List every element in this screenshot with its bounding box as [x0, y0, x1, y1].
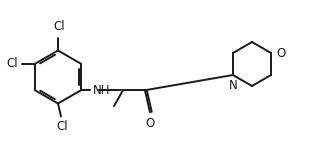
Text: Cl: Cl [6, 57, 17, 70]
Text: Cl: Cl [56, 120, 68, 134]
Text: N: N [229, 79, 237, 91]
Text: O: O [276, 47, 286, 59]
Text: O: O [145, 117, 155, 130]
Text: NH: NH [93, 84, 111, 97]
Text: Cl: Cl [53, 20, 65, 33]
